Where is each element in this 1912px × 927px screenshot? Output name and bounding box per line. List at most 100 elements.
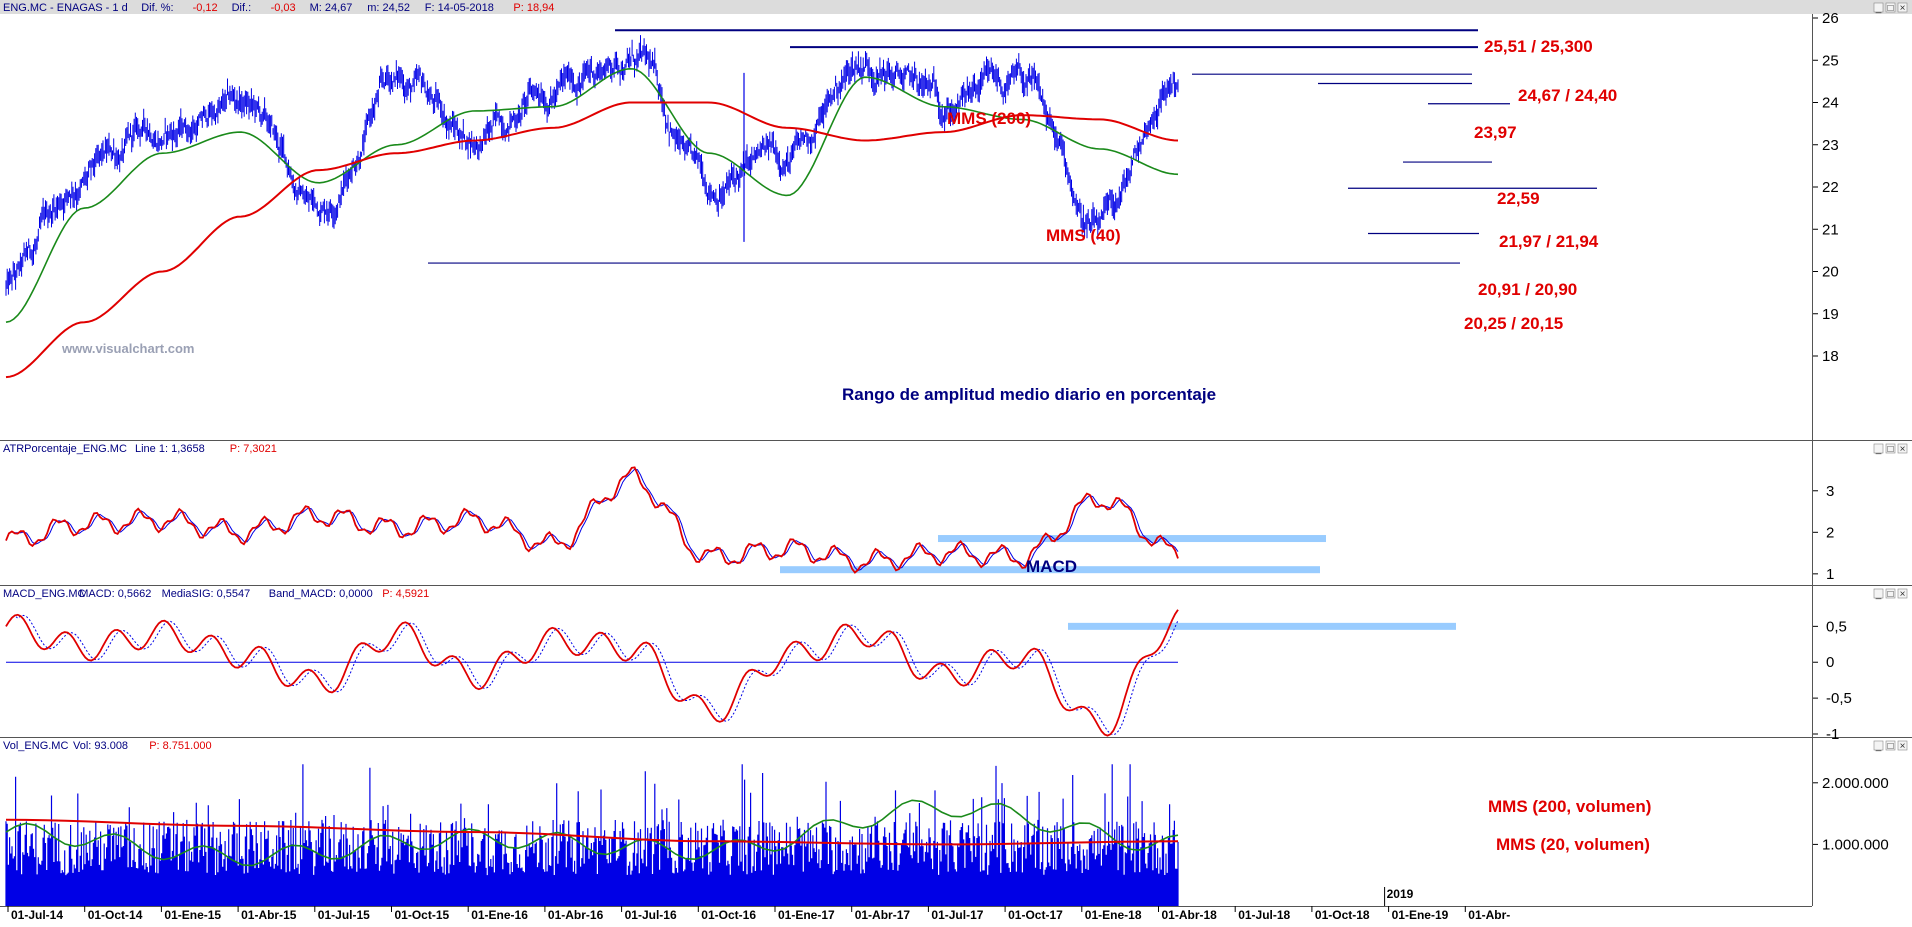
atr-window-button-0[interactable]: _ bbox=[1875, 444, 1882, 455]
price-window-button-0-frame bbox=[1873, 2, 1884, 13]
time-tick-label-2: 01-Ene-15 bbox=[164, 908, 221, 922]
macd-tick-label--1: -1 bbox=[1826, 726, 1839, 743]
macd-axis: 0,5 0 -0,5 -1 bbox=[1813, 618, 1852, 743]
price-bar-series bbox=[5, 35, 1179, 296]
atr-window-button-1[interactable]: □ bbox=[1887, 444, 1893, 455]
time-tick-label-6: 01-Ene-16 bbox=[471, 908, 528, 922]
time-axis: 01-Jul-14 01-Oct-14 01-Ene-15 01-Abr-15 01-J… bbox=[7, 887, 1510, 922]
price-level-lines bbox=[428, 29, 1597, 264]
time-tick-label-0: 01-Jul-14 bbox=[11, 908, 63, 922]
atr-title: Rango de amplitud medio diario en porcen… bbox=[842, 385, 1216, 404]
atr-window-button-1-frame bbox=[1885, 443, 1896, 454]
price-annotation-6: 21,97 / 21,94 bbox=[1499, 232, 1599, 251]
macd-signal-line bbox=[5, 614, 1179, 736]
hdr-price-item-7: F: 14-05-2018 bbox=[425, 2, 494, 14]
mms40-line bbox=[5, 67, 1179, 323]
macd-tick-label-0,5: 0,5 bbox=[1826, 618, 1847, 635]
atr-window-button-2[interactable]: × bbox=[1900, 444, 1906, 455]
price-window-button-0[interactable]: _ bbox=[1875, 3, 1882, 14]
time-tick-label-17: 01-Oct-18 bbox=[1315, 908, 1370, 922]
macd-band-upper bbox=[1068, 622, 1456, 630]
atr-panel-header: ATRPorcentaje_ENG.MC Line 1: 1,3658 P: 7,3… bbox=[3, 443, 277, 455]
hdr-macd-item-1: MACD: 0,5662 bbox=[79, 588, 151, 600]
time-tick-label-9: 01-Oct-16 bbox=[701, 908, 756, 922]
window-buttons[interactable]: _ □ × _ □ × _ □ × _ □ × bbox=[1873, 2, 1908, 752]
vol-window-button-0[interactable]: _ bbox=[1875, 741, 1882, 752]
price-tick-label-22: 22 bbox=[1822, 179, 1839, 196]
macd-header-bar bbox=[0, 586, 1912, 599]
time-tick-label-8: 01-Jul-16 bbox=[625, 908, 677, 922]
macd-window-button-2-frame bbox=[1897, 588, 1908, 599]
vol-window-button-2[interactable]: × bbox=[1900, 741, 1906, 752]
price-axis: 18 19 20 21 22 23 24 25 26 bbox=[1813, 10, 1839, 365]
volume-axis: 2.000.000 1.000.000 bbox=[1813, 775, 1889, 853]
atr-band-lower bbox=[780, 566, 1320, 574]
hdr-price-item-0: ENG.MC - ENAGAS - 1 d bbox=[3, 2, 128, 14]
price-tick-label-21: 21 bbox=[1822, 221, 1839, 238]
hdr-price-item-3: Dif.: bbox=[232, 2, 252, 14]
time-tick-label-15: 01-Abr-18 bbox=[1162, 908, 1218, 922]
macd-lines bbox=[5, 609, 1179, 737]
price-tick-label-26: 26 bbox=[1822, 10, 1839, 27]
time-tick-label-1: 01-Oct-14 bbox=[88, 908, 143, 922]
atr-band-upper bbox=[938, 535, 1326, 543]
macd-line bbox=[5, 609, 1179, 737]
price-window-button-2-frame bbox=[1897, 2, 1908, 13]
time-tick-label-10: 01-Ene-17 bbox=[778, 908, 835, 922]
macd-window-button-0[interactable]: _ bbox=[1875, 589, 1882, 600]
hdr-price-item-8: P: 18,94 bbox=[513, 2, 554, 14]
volume-mms200-line bbox=[5, 818, 1179, 846]
macd-window-button-1-frame bbox=[1885, 588, 1896, 599]
price-moving-averages bbox=[5, 67, 1179, 379]
atr-lines bbox=[5, 466, 1179, 574]
panel-separators bbox=[0, 14, 1912, 907]
price-annotations: MMS (200) MMS (40) 25,51 / 25,300 24,67 / 2… bbox=[947, 37, 1617, 333]
price-bars bbox=[5, 35, 1179, 296]
hdr-price-item-1: Dif. %: bbox=[141, 2, 173, 14]
volume-panel-header: Vol_ENG.MC Vol: 93.008 P: 8.751.000 bbox=[3, 740, 212, 752]
hdr-price-item-4: -0,03 bbox=[271, 2, 296, 14]
volume-tick-label-1.000.000: 1.000.000 bbox=[1822, 836, 1889, 853]
price-annotation-0: MMS (200) bbox=[947, 109, 1031, 128]
price-window-button-2[interactable]: × bbox=[1900, 3, 1906, 14]
vol-window-button-0-frame bbox=[1873, 740, 1884, 751]
atr-tick-label-2: 2 bbox=[1826, 524, 1834, 541]
volume-annotation-1: MMS (20, volumen) bbox=[1496, 835, 1650, 854]
macd-window-button-0-frame bbox=[1873, 588, 1884, 599]
time-tick-label-11: 01-Abr-17 bbox=[855, 908, 911, 922]
price-annotation-1: MMS (40) bbox=[1046, 226, 1121, 245]
price-annotation-2: 25,51 / 25,300 bbox=[1484, 37, 1593, 56]
volume-bar-series bbox=[5, 764, 1179, 906]
hdr-macd-item-4: P: 4,5921 bbox=[382, 588, 429, 600]
hdr-macd-item-0: MACD_ENG.MC bbox=[3, 588, 86, 600]
hdr-atr-item-2: P: 7,3021 bbox=[230, 443, 277, 455]
price-window-button-1[interactable]: □ bbox=[1887, 3, 1893, 14]
time-tick-label-5: 01-Oct-15 bbox=[395, 908, 450, 922]
macd-window-button-2[interactable]: × bbox=[1900, 589, 1906, 600]
volume-annotations: MMS (200, volumen) MMS (20, volumen) bbox=[1488, 797, 1651, 854]
hdr-macd-item-2: MediaSIG: 0,5547 bbox=[162, 588, 251, 600]
volume-tick-label-2.000.000: 2.000.000 bbox=[1822, 775, 1889, 792]
volume-moving-averages bbox=[5, 799, 1179, 867]
atr-line bbox=[5, 466, 1179, 574]
hdr-price-item-6: m: 24,52 bbox=[367, 2, 410, 14]
time-tick-label-19: 01-Abr- bbox=[1468, 908, 1510, 922]
hdr-atr-item-1: Line 1: 1,3658 bbox=[135, 443, 205, 455]
time-tick-label-13: 01-Oct-17 bbox=[1008, 908, 1063, 922]
macd-band-rect bbox=[1068, 622, 1456, 630]
macd-window-button-1[interactable]: □ bbox=[1887, 589, 1893, 600]
time-tick-label-7: 01-Abr-16 bbox=[548, 908, 604, 922]
price-tick-label-20: 20 bbox=[1822, 264, 1839, 281]
price-annotation-3: 24,67 / 24,40 bbox=[1518, 86, 1617, 105]
hdr-vol-item-2: P: 8.751.000 bbox=[149, 740, 211, 752]
time-tick-label-16: 01-Jul-18 bbox=[1238, 908, 1290, 922]
vol-window-button-1[interactable]: □ bbox=[1887, 741, 1893, 752]
macd-tick-label-0: 0 bbox=[1826, 654, 1834, 671]
watermark: www.visualchart.com bbox=[61, 341, 194, 356]
price-panel-header: ENG.MC - ENAGAS - 1 d Dif. %: -0,12 Dif.: -0… bbox=[3, 2, 554, 14]
price-annotation-5: 22,59 bbox=[1497, 189, 1540, 208]
volume-annotation-0: MMS (200, volumen) bbox=[1488, 797, 1651, 816]
